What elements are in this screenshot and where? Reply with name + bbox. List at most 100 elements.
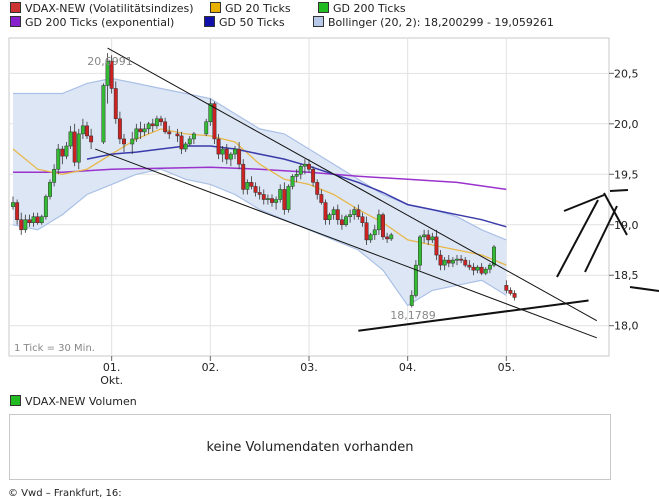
volume-swatch [10,395,21,406]
drawn-arrow-stroke [609,189,629,192]
candle-body [450,259,455,264]
y-tick-label: 18,5 [614,269,639,282]
candle-body [455,258,459,261]
candle-body [430,236,435,241]
drawn-arrow-stroke [584,205,618,273]
candle-body [39,216,44,223]
candle-body [302,163,307,167]
candle-body [508,290,513,294]
bollinger-lower-line [12,168,507,307]
volume-legend: VDAX-NEW Volumen [10,395,137,408]
candle-body [257,192,262,195]
legend-item-bollinger: Bollinger (20, 2): 18,200299 - 19,059261 [313,16,554,29]
candle-body [208,103,213,123]
legend-label-gd200: GD 200 Ticks [333,2,406,15]
trendline [358,299,589,332]
candle-body [187,138,192,145]
candle-body [422,234,427,238]
trendline [107,47,598,322]
x-tick-label: 02. [202,361,220,374]
candle-body [228,153,233,160]
trendline [95,148,597,339]
candle-body [463,259,468,266]
candle-body [307,163,311,170]
hand-drawn-annotations [556,189,659,292]
candle-body [233,148,237,155]
candle-body [438,254,443,266]
volume-legend-label: VDAX-NEW Volumen [25,395,137,408]
candle-body [381,214,385,238]
candle-body [434,236,439,256]
candle-body [442,259,447,266]
candle-body [335,209,340,220]
legend-label-gd20: GD 20 Ticks [225,2,291,15]
candle-body [68,131,73,147]
candle-body [323,202,328,220]
candle-body [479,266,484,274]
y-tick-label: 19,5 [614,168,639,181]
moving-averages [12,128,507,266]
y-axis: 20,5 20,0 19,5 19,0 18,5 18,0 [609,67,639,333]
candle-body [220,148,225,155]
legend-item-gd200-exp: GD 200 Ticks (exponential) [10,16,174,29]
candle-body [138,128,143,133]
candle-body [150,123,155,127]
gd50-line [86,145,507,228]
candle-body [512,293,517,298]
gd20-line [12,128,507,266]
candle-body [35,216,40,223]
legend-label-gd50: GD 50 Ticks [219,16,285,29]
candle-body [261,194,266,200]
candle-body [163,121,168,133]
candle-body [89,135,94,143]
candle-body [85,125,89,137]
candle-body [467,264,472,268]
candle-body [237,148,242,165]
low-price-label: 18,1789 [390,309,436,322]
candle-body [364,222,369,241]
candle-body [27,219,32,223]
candle-body [216,138,221,155]
legend-label-bollinger: Bollinger (20, 2): 18,200299 - 19,059261 [328,16,554,29]
x-tick-label: 04. [399,361,417,374]
candle-body [270,198,274,203]
x-axis: 01.Okt. 02. 03. 04. 05. [100,356,515,387]
candle-body [224,148,229,160]
candle-body [339,219,344,226]
candle-body [459,258,464,261]
legend-swatch-gd20 [210,2,221,13]
candle-body [154,118,159,127]
candle-body [146,123,151,130]
candle-body [311,168,316,183]
trendlines [95,47,598,339]
candle-body [331,209,336,215]
candle-body [23,219,28,231]
candle-body [249,182,254,187]
interval-label: 1 Tick = 30 Min. [14,343,95,354]
volume-panel: keine Volumendaten vorhanden [9,414,611,480]
candle-body [134,128,139,140]
candle-body [348,214,353,217]
x-tick-label: 01. [103,361,121,374]
gd200-exp-line [13,166,507,191]
drawn-arrow-stroke [629,286,659,292]
x-tick-sublabel: Okt. [100,374,123,387]
candle-body [282,189,287,210]
candle-body [265,198,270,200]
candle-body [142,128,147,133]
candle-body [376,214,381,231]
candle-body [122,138,126,145]
legend-item-gd20: GD 20 Ticks [210,2,291,15]
candle-body [352,209,357,215]
drawn-arrow-stroke [556,199,599,278]
candle-body [175,133,180,137]
legend-swatch-vdax [10,2,21,13]
candle-body [483,268,488,274]
legend-swatch-bollinger [313,16,324,27]
candle-body [109,60,114,89]
candle-body [159,118,163,123]
candle-body [418,236,422,266]
candle-body [113,88,118,120]
candle-body [43,196,48,217]
drawn-arrow-stroke [603,192,628,236]
